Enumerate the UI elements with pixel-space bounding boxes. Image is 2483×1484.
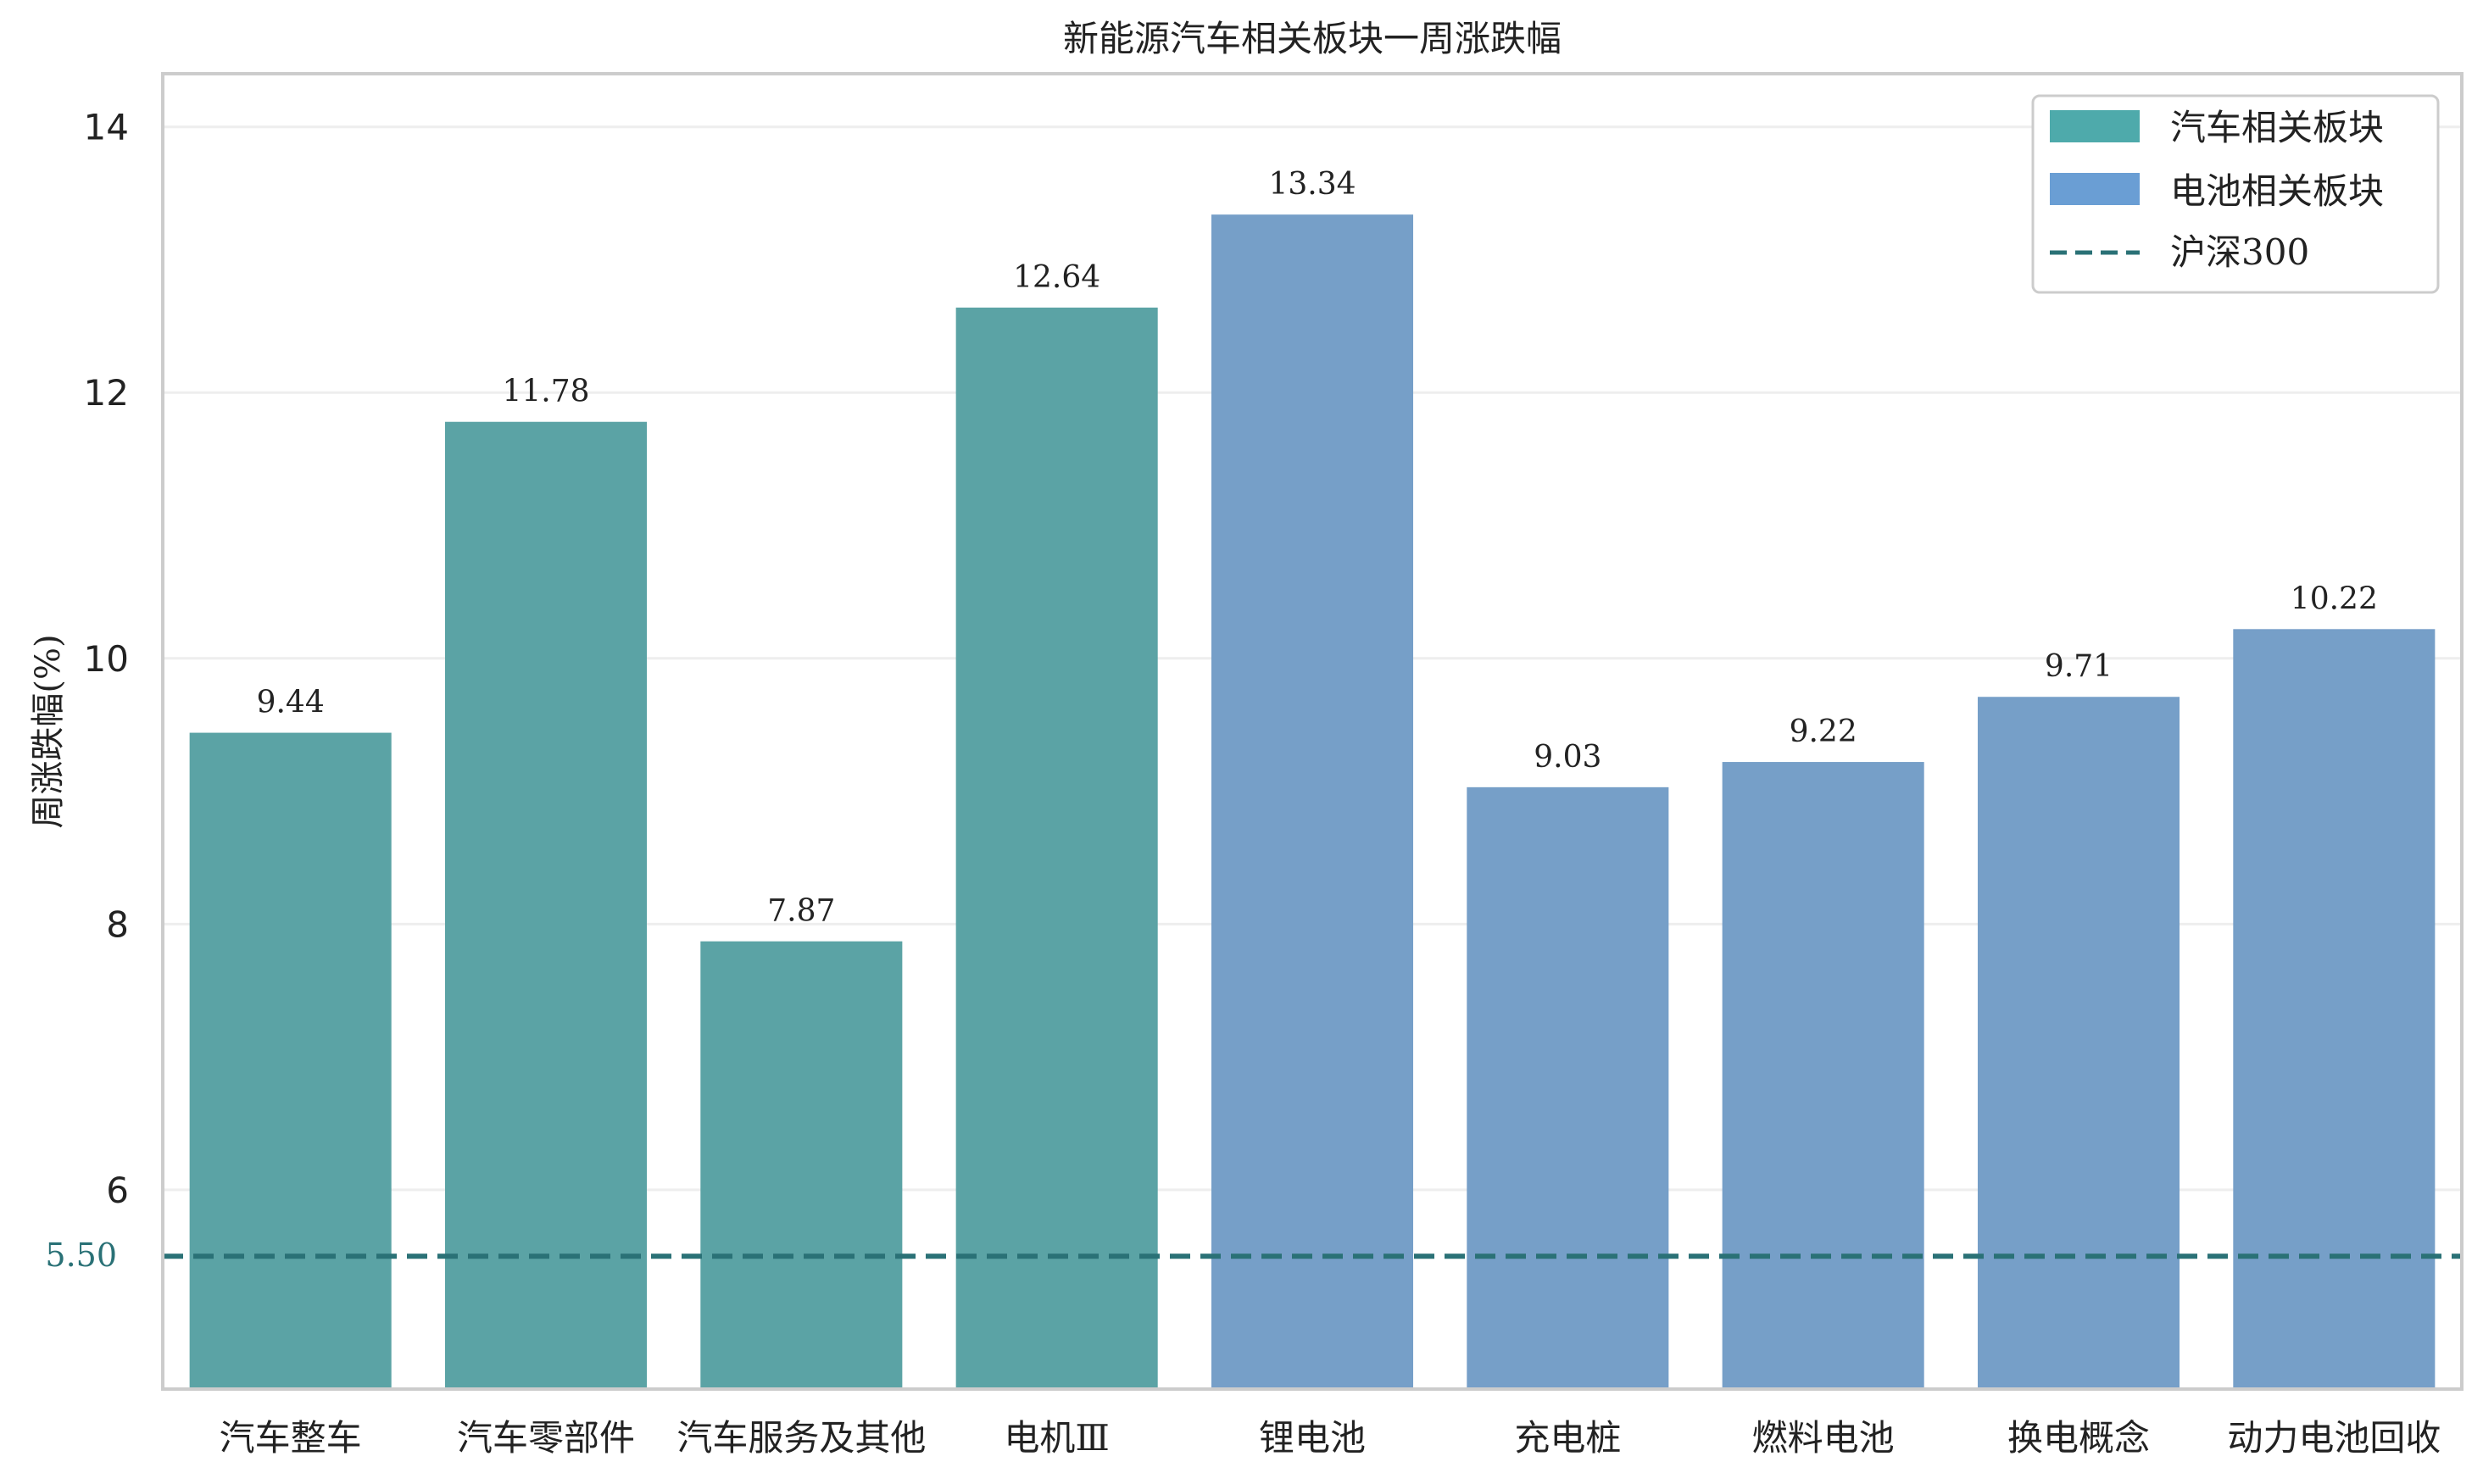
- bar-value-label: 9.71: [2045, 649, 2113, 684]
- x-tick-label: 燃料电池: [1752, 1417, 1895, 1459]
- legend-box: [2031, 94, 2440, 294]
- bar: [955, 307, 1158, 1389]
- y-tick-label: 8: [106, 903, 129, 945]
- legend-label-battery: 电池相关板块: [2170, 170, 2384, 212]
- y-tick-label: 6: [106, 1170, 129, 1211]
- x-tick-label: 换电概念: [2007, 1417, 2150, 1459]
- x-tick-label: 电机Ⅲ: [1004, 1417, 1110, 1459]
- bar-value-label: 7.87: [767, 894, 835, 929]
- bar-value-label: 9.22: [1790, 714, 1857, 749]
- x-tick-label: 汽车零部件: [457, 1417, 635, 1459]
- bar-value-label: 9.03: [1534, 740, 1601, 775]
- reference-line-label: 5.50: [45, 1237, 117, 1274]
- chart-title: 新能源汽车相关板块一周涨跌幅: [1063, 18, 1562, 59]
- bar-value-label: 13.34: [1268, 167, 1356, 202]
- bar-value-label: 9.44: [257, 686, 325, 720]
- bar: [2233, 629, 2436, 1389]
- data-labels: 9.44 11.78 7.87 12.64 13.34 9.03 9.22 9.71 10.22: [257, 167, 2378, 929]
- bar: [700, 941, 903, 1389]
- bars: [189, 214, 2436, 1390]
- x-tick-label: 动力电池回收: [2227, 1417, 2441, 1459]
- bar: [1977, 697, 2180, 1389]
- bar: [1211, 214, 1414, 1390]
- y-tick-label: 12: [84, 372, 129, 414]
- legend-swatch-auto: [2050, 110, 2140, 142]
- legend-swatch-battery: [2050, 173, 2140, 205]
- y-axis-label: 周涨跌幅(%): [29, 634, 68, 828]
- reference-line-group: 5.50: [45, 1237, 2462, 1274]
- x-tick-label: 锂电池: [1259, 1417, 1366, 1459]
- bar-value-label: 11.78: [502, 375, 589, 409]
- plot-frame: [161, 72, 2464, 1391]
- bar: [444, 421, 648, 1389]
- legend-label-hs300: 沪深300: [2170, 231, 2309, 273]
- x-tick-label: 汽车服务及其他: [676, 1417, 926, 1459]
- x-tick-label: 汽车整车: [220, 1417, 362, 1459]
- bar: [1467, 786, 1669, 1389]
- legend-label-auto: 汽车相关板块: [2170, 107, 2384, 148]
- y-tick-label: 10: [84, 638, 129, 680]
- legend: 汽车相关板块 电池相关板块 沪深300: [2031, 94, 2440, 294]
- axis-ticks: 6 8 10 12 14 汽车整车 汽车零部件 汽车服务及其他 电机Ⅲ 锂电池 充电桩 燃料电池 换电概…: [84, 107, 2441, 1459]
- bar-value-label: 10.22: [2291, 581, 2378, 616]
- y-tick-label: 14: [84, 107, 129, 148]
- bar-value-label: 12.64: [1013, 260, 1100, 295]
- x-tick-label: 充电桩: [1514, 1417, 1621, 1459]
- bar: [189, 732, 392, 1389]
- bar: [1722, 762, 1924, 1389]
